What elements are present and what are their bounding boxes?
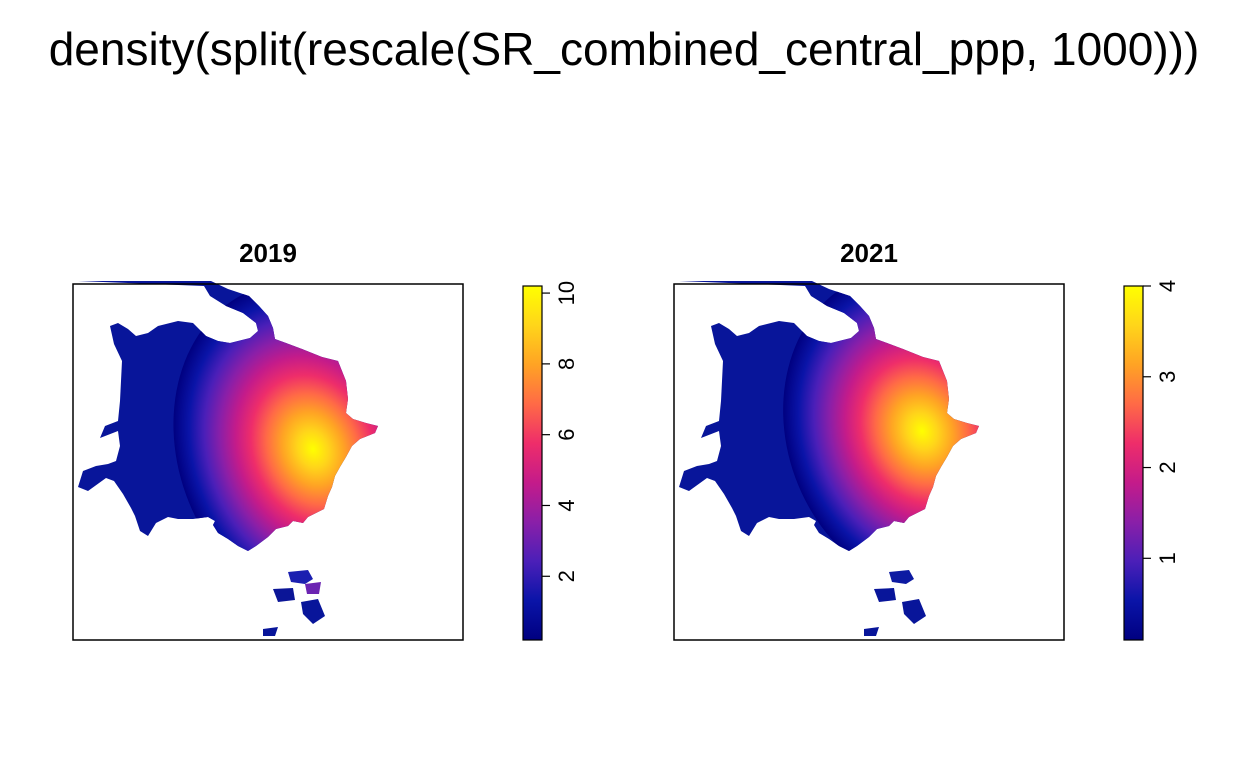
colorbar-tick-label: 4 xyxy=(554,499,579,511)
colorbar-tick-label: 8 xyxy=(554,358,579,370)
panel-2021 xyxy=(673,281,1065,641)
colorbar-tick-label: 2 xyxy=(1155,461,1180,473)
colorbar-tick-label: 3 xyxy=(1155,371,1180,383)
colorbar-tick-label: 10 xyxy=(554,281,579,305)
colorbar-tick-label: 4 xyxy=(1155,280,1180,292)
panel-title-2019: 2019 xyxy=(239,238,297,268)
colorbar-tick-label: 2 xyxy=(554,570,579,582)
figure-title: density(split(rescale(SR_combined_centra… xyxy=(48,23,1200,75)
density-peak xyxy=(783,281,979,551)
colorbar-tick-label: 6 xyxy=(554,429,579,441)
colorbar-2021: 1 2 3 4 xyxy=(1123,280,1180,641)
colorbar-gradient xyxy=(1123,285,1144,641)
colorbar-tick-label: 1 xyxy=(1155,552,1180,564)
density-surface-2021 xyxy=(783,281,979,551)
panel-2019 xyxy=(72,281,464,641)
colorbar-2019: 2 4 6 8 10 xyxy=(522,281,579,641)
panel-title-2021: 2021 xyxy=(840,238,898,268)
density-peak xyxy=(173,282,378,551)
colorbar-gradient xyxy=(522,285,543,641)
density-surface-2019 xyxy=(173,282,378,551)
